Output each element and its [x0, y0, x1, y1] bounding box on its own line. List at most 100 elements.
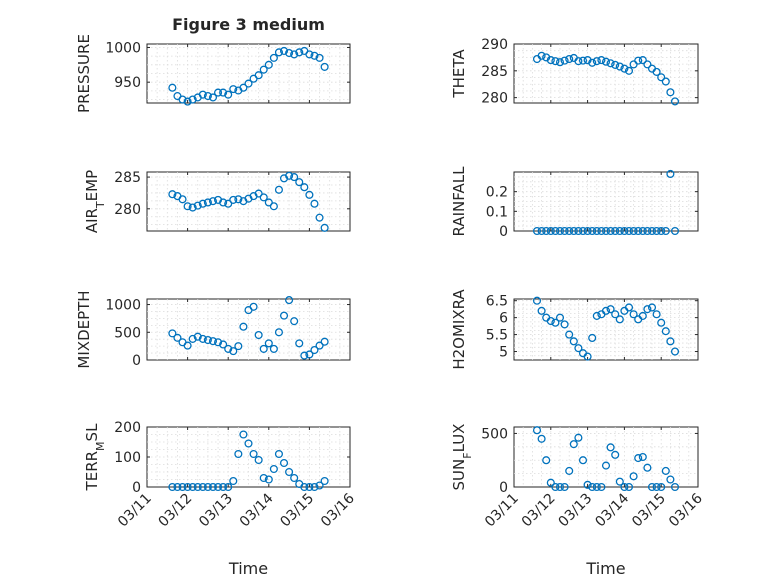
data-point — [638, 226, 647, 236]
data-point — [615, 477, 624, 486]
data-point — [229, 347, 238, 356]
data-point — [611, 310, 620, 319]
data-point — [574, 226, 583, 236]
data-point — [234, 195, 243, 204]
data-point — [295, 48, 304, 57]
x-tick-label: 03/16 — [318, 490, 358, 530]
data-point — [606, 305, 615, 314]
data-point — [254, 189, 263, 198]
data-point — [546, 226, 555, 236]
data-point — [198, 199, 207, 208]
data-point — [254, 455, 263, 465]
data-point — [551, 482, 560, 492]
data-point — [652, 226, 661, 236]
data-point — [193, 482, 202, 492]
data-point — [173, 333, 182, 342]
data-point — [290, 473, 299, 483]
data-point — [269, 202, 278, 211]
data-point — [537, 306, 546, 315]
x-tick-label: 03/11 — [482, 491, 522, 531]
data-point — [305, 482, 314, 492]
data-point — [652, 482, 661, 492]
data-point — [578, 456, 588, 465]
data-point — [615, 62, 624, 71]
data-point — [657, 73, 666, 82]
data-point — [239, 83, 248, 92]
data-point — [279, 46, 289, 55]
y-tick-label: 500 — [481, 426, 508, 442]
y-tick-label: 950 — [114, 75, 141, 91]
y-axis-label: THETA — [450, 49, 468, 99]
data-point — [168, 329, 177, 338]
data-point — [661, 327, 670, 336]
y-tick-label: 280 — [481, 91, 508, 107]
data-point — [259, 344, 268, 353]
data-point — [315, 53, 324, 62]
data-point — [300, 351, 309, 360]
data-point — [670, 347, 680, 356]
data-point — [269, 53, 278, 62]
data-point — [264, 339, 273, 348]
data-point — [670, 482, 680, 492]
data-point — [546, 316, 555, 326]
data-point — [234, 342, 243, 351]
data-point — [290, 50, 299, 59]
y-tick-label: 100 — [114, 450, 141, 466]
y-tick-label: 5.5 — [486, 328, 508, 344]
data-point — [208, 482, 218, 492]
x-tick-label: 03/14 — [237, 490, 277, 530]
data-point — [183, 341, 192, 350]
y-tick-label: 280 — [114, 202, 141, 218]
data-point — [601, 306, 611, 315]
subplot-terr-msl: 0 100 200 TERRMSL — [83, 420, 351, 496]
data-point — [542, 456, 551, 465]
data-point — [560, 56, 569, 65]
data-point — [569, 226, 578, 236]
data-point — [606, 226, 615, 236]
data-point — [285, 467, 294, 477]
data-point — [578, 56, 588, 65]
data-point — [643, 463, 652, 472]
data-point — [300, 482, 309, 492]
x-tick-label: 03/12 — [519, 491, 559, 531]
data-point — [620, 482, 629, 492]
y-axis-label: AIRTEMP — [83, 170, 107, 233]
data-point — [624, 303, 634, 312]
data-point — [300, 183, 309, 192]
data-point — [229, 85, 238, 94]
data-point — [597, 482, 606, 492]
data-point — [555, 313, 565, 322]
data-point — [274, 185, 284, 194]
data-point — [643, 60, 652, 69]
data-point — [643, 226, 652, 236]
data-point — [574, 344, 583, 353]
data-point — [310, 199, 319, 208]
data-point — [219, 198, 228, 207]
data-point — [224, 482, 233, 492]
data-point — [173, 482, 182, 492]
data-point — [620, 64, 629, 73]
data-point — [285, 296, 294, 305]
y-axis-label: H2OMIXRA — [450, 289, 468, 370]
data-point — [569, 337, 578, 346]
data-point — [560, 320, 569, 329]
x-axis-label: Time — [228, 559, 268, 578]
data-point — [638, 452, 647, 462]
x-tick-label: 03/14 — [592, 490, 632, 530]
data-point — [198, 90, 207, 99]
data-point — [219, 88, 228, 97]
data-point — [229, 476, 238, 486]
y-tick-label: 6 — [499, 311, 508, 327]
data-point — [611, 60, 620, 69]
data-point — [208, 337, 218, 346]
x-tick-label: 03/13 — [196, 491, 236, 531]
data-point — [652, 310, 661, 319]
x-tick-label: 03/15 — [629, 491, 669, 531]
data-point — [214, 482, 223, 492]
data-point — [208, 93, 218, 102]
y-tick-label: 285 — [114, 170, 141, 186]
data-point — [624, 66, 634, 75]
data-point — [254, 71, 263, 80]
data-point — [620, 226, 629, 236]
